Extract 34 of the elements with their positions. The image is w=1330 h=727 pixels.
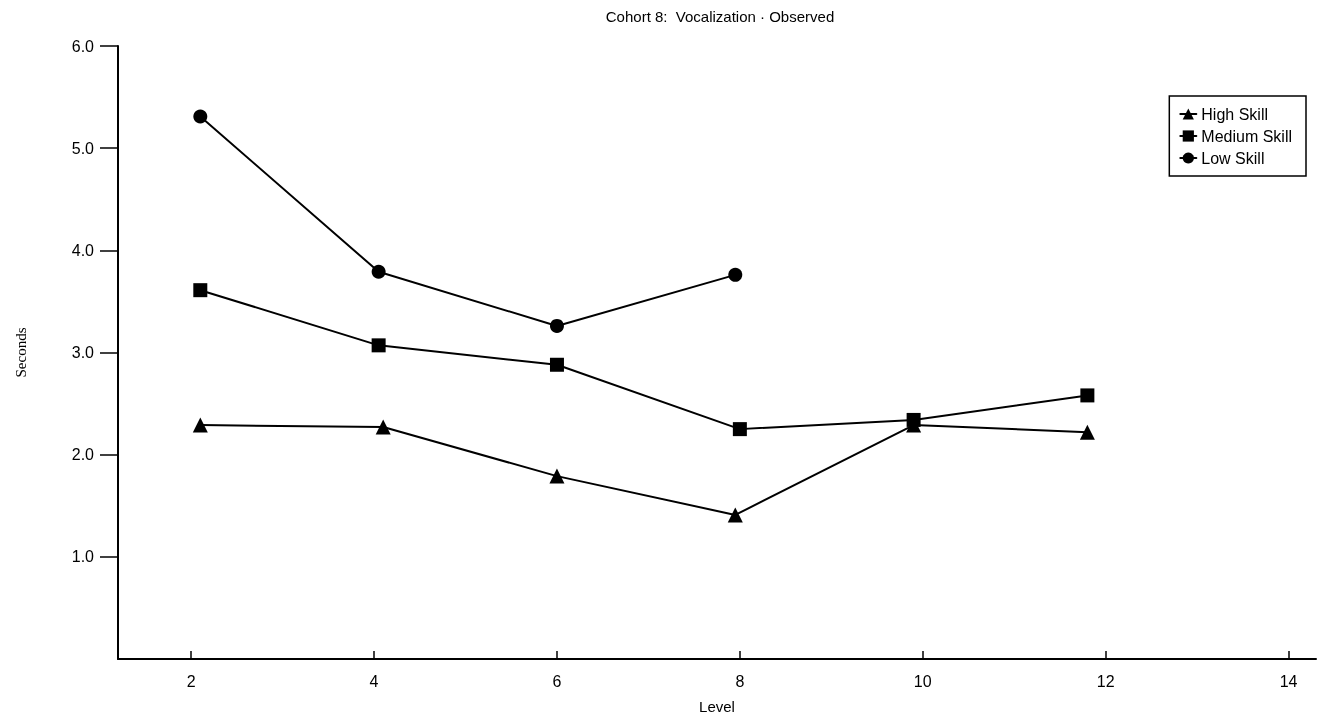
point xyxy=(371,338,386,353)
point xyxy=(906,412,921,427)
point xyxy=(727,507,743,523)
x-tick-label: 4 xyxy=(369,672,379,690)
chart-title: Cohort 8: Vocalization · Observed xyxy=(605,8,835,25)
legend-label: High Skill xyxy=(1201,105,1268,123)
x-tick-label: 8 xyxy=(735,672,745,690)
point xyxy=(732,422,747,437)
x-tick-label: 6 xyxy=(552,672,562,690)
x-tick-label: 10 xyxy=(913,672,932,690)
point xyxy=(728,267,743,282)
y-tick-label: 5.0 xyxy=(71,139,95,157)
legend-label: Low Skill xyxy=(1201,149,1265,167)
legend-label: Medium Skill xyxy=(1201,127,1292,145)
point xyxy=(375,419,391,435)
point xyxy=(371,264,386,279)
x-axis-title: Level xyxy=(699,698,735,715)
point xyxy=(193,109,208,124)
x-tick-label: 2 xyxy=(186,672,196,690)
y-tick-label: 2.0 xyxy=(71,446,95,464)
point xyxy=(549,318,564,333)
y-axis-title: Seconds xyxy=(12,327,29,378)
point xyxy=(549,468,565,484)
x-tick-label: 14 xyxy=(1279,672,1298,690)
point xyxy=(192,417,208,433)
x-tick-label: 12 xyxy=(1096,672,1115,690)
y-tick-label: 3.0 xyxy=(71,344,95,361)
point xyxy=(193,283,208,298)
point xyxy=(1080,388,1095,403)
y-tick-label: 1.0 xyxy=(71,548,95,566)
y-tick-label: 6.0 xyxy=(71,37,95,55)
y-tick-label: 4.0 xyxy=(71,241,95,259)
point xyxy=(549,357,564,372)
point xyxy=(1079,424,1095,440)
